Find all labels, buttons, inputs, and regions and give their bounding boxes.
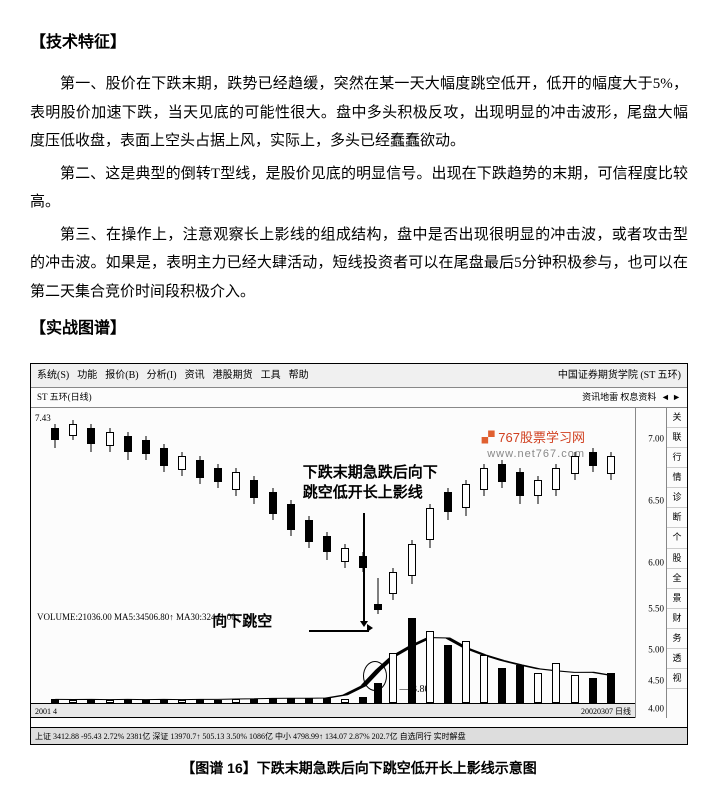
menu-item[interactable]: 港股期货: [213, 370, 253, 381]
volume-bar: [444, 645, 452, 703]
volume-bar: [359, 697, 367, 703]
volume-bar: [341, 699, 349, 703]
volume-bar: [516, 665, 524, 703]
date-end: 20020307 日线: [581, 704, 631, 717]
tool-button[interactable]: 联: [667, 428, 687, 448]
volume-bar: [178, 700, 186, 703]
chart-menubar: 系统(S) 功能报价(B) 分析(I) 资讯港股期货工具帮助 中国证券期货学院 (ST…: [31, 364, 687, 388]
menu-item[interactable]: 功能: [77, 370, 97, 381]
volume-area: VOLUME:21036.00 MA5:34506.80↑ MA30:32441…: [31, 607, 635, 717]
tool-button[interactable]: 财: [667, 609, 687, 629]
volume-bar: [269, 698, 277, 703]
tool-button[interactable]: 务: [667, 629, 687, 649]
watermark: ▞ 767股票学习网 www.net767.com: [482, 430, 585, 462]
volume-bar: [408, 618, 416, 703]
tool-button[interactable]: 诊: [667, 488, 687, 508]
volume-bar: [552, 663, 560, 703]
menu-left[interactable]: 系统(S) 功能报价(B) 分析(I) 资讯港股期货工具帮助: [37, 366, 317, 385]
volume-bar: [426, 631, 434, 703]
candle-area[interactable]: 7.43 ▞ 767股票学习网 www.net767.com 下跌末期急跌后向下…: [31, 408, 635, 718]
volume-bar: [87, 699, 95, 703]
tool-button[interactable]: 股: [667, 549, 687, 569]
volume-bar: [124, 699, 132, 703]
volume-bar: [287, 698, 295, 703]
menu-item[interactable]: 分析(I): [147, 370, 177, 381]
volume-bar: [69, 700, 77, 703]
y-tick: 6.50: [648, 492, 664, 509]
chart-atlas-header: 【实战图谱】: [30, 314, 688, 344]
volume-bar: [214, 700, 222, 703]
volume-bar: [250, 699, 258, 703]
y-tick: 5.00: [648, 641, 664, 658]
volume-plot[interactable]: VOLUME:21036.00 MA5:34506.80↑ MA30:32441…: [31, 607, 635, 717]
tool-button[interactable]: 行: [667, 448, 687, 468]
volume-bar: [389, 653, 397, 703]
volume-bar: [498, 668, 506, 703]
y-tick: 4.50: [648, 672, 664, 689]
tool-button[interactable]: 关: [667, 408, 687, 428]
volume-bar: [571, 675, 579, 703]
volume-bar: [462, 641, 470, 703]
menu-item[interactable]: 帮助: [289, 370, 309, 381]
date-axis: 2001 4 20020307 日线: [31, 703, 635, 717]
volume-bar: [160, 699, 168, 703]
top-price: 7.43: [35, 410, 51, 427]
volume-bar: [480, 655, 488, 703]
paragraph-1: 第一、股价在下跌末期，跌势已经趋缓，突然在某一天大幅度跳空低开，低开的幅度大于5…: [30, 70, 688, 156]
volume-bar: [106, 700, 114, 703]
volume-label: VOLUME:21036.00 MA5:34506.80↑ MA30:32441…: [37, 609, 240, 626]
paragraph-3: 第三、在操作上，注意观察长上影线的组成结构，盘中是否出现很明显的冲击波，或者攻击…: [30, 221, 688, 307]
tool-button[interactable]: 景: [667, 589, 687, 609]
tech-features-header: 【技术特征】: [30, 28, 688, 58]
chart-body: 7.43 ▞ 767股票学习网 www.net767.com 下跌末期急跌后向下…: [31, 408, 687, 718]
price-axis: 7.00 6.50 6.00 5.50 5.00 4.50 4.00: [635, 408, 666, 718]
volume-bar: [196, 699, 204, 703]
ticker-info-1[interactable]: 资讯地雷: [582, 392, 618, 402]
watermark-text: 767股票学习网: [498, 430, 585, 445]
volume-bar: [232, 699, 240, 703]
tool-button[interactable]: 个: [667, 528, 687, 548]
ticker-row: ST 五环(日线) 资讯地雷 权息资料 ◄ ►: [31, 388, 687, 408]
menu-item[interactable]: 报价(B): [105, 370, 138, 381]
ticker-name: ST 五环(日线): [37, 389, 92, 406]
y-tick: 5.50: [648, 601, 664, 618]
y-tick: 7.00: [648, 430, 664, 447]
status-bar: 上证 3412.88 -95.43 2.72% 2381亿 深证 13970.7…: [31, 727, 687, 744]
volume-bar: [142, 700, 150, 703]
volume-bar: [607, 673, 615, 703]
menu-right: 中国证券期货学院 (ST 五环): [558, 366, 681, 385]
volume-bar: [323, 698, 331, 703]
paragraph-2: 第二、这是典型的倒转T型线，是股价见底的明显信号。出现在下跌趋势的末期，可信程度…: [30, 160, 688, 217]
volume-bar: [374, 683, 382, 703]
tool-button[interactable]: 透: [667, 649, 687, 669]
menu-item[interactable]: 系统(S): [37, 370, 69, 381]
tool-column[interactable]: 关联行情诊断个股全景财务透视: [666, 408, 687, 718]
stock-chart: 系统(S) 功能报价(B) 分析(I) 资讯港股期货工具帮助 中国证券期货学院 (ST…: [30, 363, 688, 745]
tool-button[interactable]: 情: [667, 468, 687, 488]
volume-bar: [51, 699, 59, 703]
volume-bar: [305, 698, 313, 703]
y-tick: 6.00: [648, 554, 664, 571]
date-start: 2001 4: [35, 707, 57, 716]
annotation-main: 下跌末期急跌后向下跳空低开长上影线: [303, 463, 438, 502]
y-tick: 4.00: [648, 700, 664, 717]
figure-caption: 【图谱 16】下跌末期急跌后向下跳空低开长上影线示意图: [30, 755, 688, 782]
menu-item[interactable]: 工具: [261, 370, 281, 381]
tool-button[interactable]: 视: [667, 669, 687, 689]
volume-bar: [589, 678, 597, 703]
tool-button[interactable]: 断: [667, 508, 687, 528]
ticker-info-2[interactable]: 权息资料: [620, 392, 656, 402]
volume-bar: [534, 673, 542, 703]
tool-button[interactable]: 全: [667, 569, 687, 589]
menu-item[interactable]: 资讯: [185, 370, 205, 381]
